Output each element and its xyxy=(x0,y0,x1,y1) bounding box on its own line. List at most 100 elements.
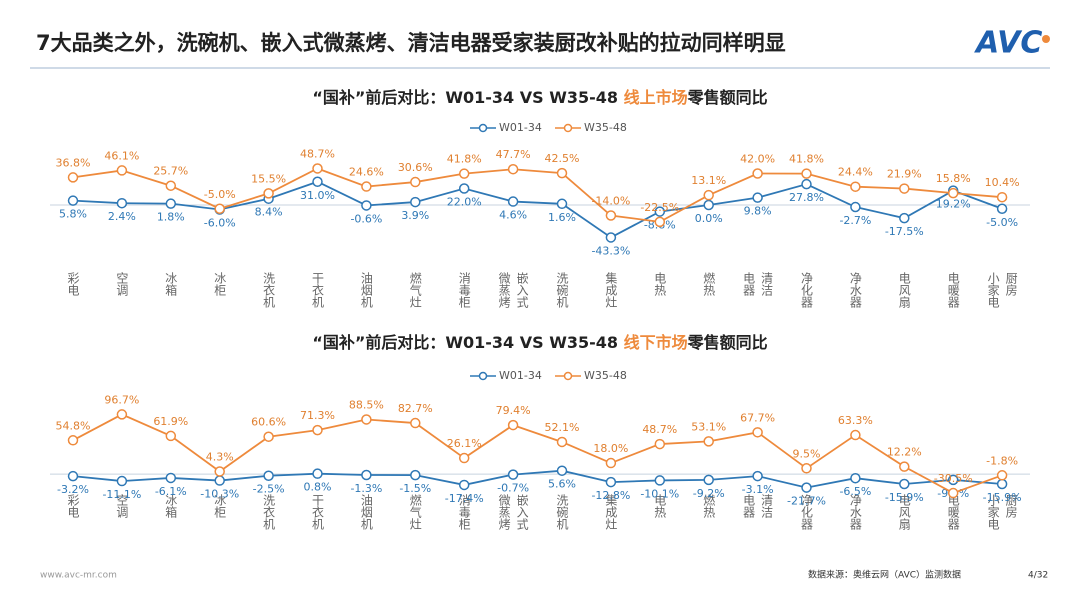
legend-marker xyxy=(563,123,573,133)
data-point xyxy=(410,417,421,429)
data-label: 1.8% xyxy=(157,211,185,224)
x-tick-label: 空调 xyxy=(115,494,129,518)
data-point xyxy=(801,482,812,493)
data-label: 18.0% xyxy=(593,442,628,455)
data-label: 12.2% xyxy=(887,446,922,459)
data-point xyxy=(312,163,323,174)
data-label: 15.8% xyxy=(936,172,971,185)
data-point xyxy=(410,469,421,481)
data-label: 48.7% xyxy=(642,423,677,436)
data-point xyxy=(996,191,1008,203)
data-point xyxy=(214,203,225,214)
data-point xyxy=(899,461,910,472)
data-label: 63.3% xyxy=(838,414,873,427)
data-point xyxy=(850,181,861,192)
slide-title: 7大品类之外，洗碗机、嵌入式微蒸烤、清洁电器受家装厨改补贴的拉动同样明显 xyxy=(36,31,786,55)
data-point xyxy=(801,178,812,190)
data-point xyxy=(850,472,861,484)
x-tick-label: 电器 xyxy=(742,494,756,519)
data-label: 46.1% xyxy=(104,149,139,162)
data-label: 3.9% xyxy=(401,209,429,222)
data-label: -21.7% xyxy=(787,495,826,508)
data-label: -6.0% xyxy=(204,217,236,230)
x-tick-label: 小家电 xyxy=(986,272,1000,308)
data-label: 19.2% xyxy=(936,198,971,211)
data-label: 5.8% xyxy=(59,208,87,221)
data-point xyxy=(850,201,861,213)
data-point xyxy=(654,216,666,228)
data-point xyxy=(263,188,274,199)
data-label: 25.7% xyxy=(153,165,188,178)
data-label: 4.3% xyxy=(206,451,234,464)
data-point xyxy=(507,469,519,480)
data-point xyxy=(752,427,763,438)
x-tick-label: 电器 xyxy=(742,272,756,297)
data-point xyxy=(214,466,225,477)
x-tick-label: 冰箱 xyxy=(164,272,178,296)
data-point xyxy=(801,168,812,179)
x-tick-label: 彩电 xyxy=(66,494,80,518)
data-label: 41.8% xyxy=(447,153,482,166)
data-label: 82.7% xyxy=(398,402,433,415)
data-point xyxy=(996,470,1008,481)
data-point xyxy=(899,212,910,224)
data-point xyxy=(752,192,763,203)
data-point xyxy=(116,475,128,487)
data-point xyxy=(703,189,714,201)
x-tick-label: 厨房 xyxy=(1004,494,1018,518)
x-tick-label: 洗碗机 xyxy=(555,494,569,530)
data-label: 79.4% xyxy=(496,404,531,417)
title-part: 线上市场 xyxy=(624,88,688,107)
data-point xyxy=(67,195,79,206)
series-line xyxy=(72,469,1003,489)
data-label: 24.6% xyxy=(349,166,384,179)
data-label: 22.0% xyxy=(447,196,482,209)
data-label: -2.5% xyxy=(253,483,285,496)
data-label: -15.9% xyxy=(885,491,924,504)
data-label: 21.9% xyxy=(887,168,922,181)
data-point xyxy=(67,435,79,446)
data-label: 4.6% xyxy=(499,209,527,222)
series-line xyxy=(72,180,1003,239)
data-label: -3.2% xyxy=(57,483,89,496)
data-label: -22.5% xyxy=(640,201,679,214)
x-tick-label: 嵌入式 xyxy=(515,272,529,308)
data-label: 67.7% xyxy=(740,411,775,424)
data-label: -9.2% xyxy=(693,487,725,500)
data-label: -5.0% xyxy=(204,188,236,201)
legend-label: W01-34 xyxy=(499,121,542,134)
x-tick-label: 净化器 xyxy=(800,272,814,309)
x-tick-label: 油烟机 xyxy=(359,272,373,308)
data-label: -5.0% xyxy=(986,216,1018,229)
x-tick-label: 集成灶 xyxy=(604,493,618,530)
data-point xyxy=(654,475,666,486)
data-label: 0.0% xyxy=(695,212,723,225)
data-point xyxy=(263,470,274,481)
data-label: 10.4% xyxy=(985,176,1020,189)
data-label: 42.0% xyxy=(740,153,775,166)
x-tick-label: 电风扇 xyxy=(897,272,911,309)
data-label: -10.1% xyxy=(640,487,679,500)
x-tick-label: 集成灶 xyxy=(604,271,618,308)
x-tick-label: 嵌入式 xyxy=(515,494,529,530)
data-label: 54.8% xyxy=(56,419,91,432)
x-tick-label: 净水器 xyxy=(848,272,862,309)
data-label: 96.7% xyxy=(104,393,139,406)
data-point xyxy=(947,487,959,499)
data-label: -6.5% xyxy=(839,485,871,498)
data-label: 13.1% xyxy=(691,174,726,187)
data-point xyxy=(263,431,274,442)
x-tick-label: 干衣机 xyxy=(311,494,325,530)
data-point xyxy=(361,469,372,481)
data-label: -17.5% xyxy=(885,225,924,238)
series-line xyxy=(72,167,1003,223)
data-point xyxy=(312,176,323,187)
data-point xyxy=(410,196,421,208)
data-label: 27.8% xyxy=(789,191,824,204)
x-tick-label: 小家电 xyxy=(986,494,1000,530)
data-point xyxy=(899,478,910,490)
data-point xyxy=(947,474,959,486)
x-tick-label: 净水器 xyxy=(848,494,862,531)
